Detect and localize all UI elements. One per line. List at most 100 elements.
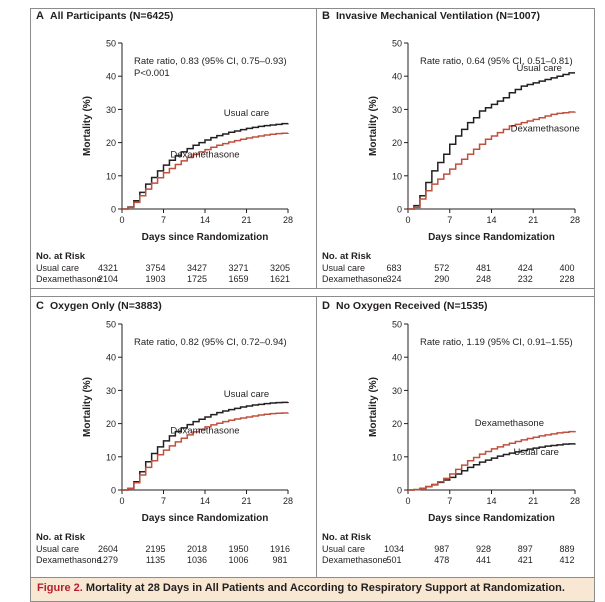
panel-d-x-tick-label: 7 xyxy=(447,496,452,506)
panel-a-at-risk-row-label: Dexamethasone xyxy=(36,274,102,284)
panel-a-series-dexamethasone xyxy=(122,132,289,210)
panel-a-x-tick-label: 21 xyxy=(241,215,251,225)
panel-b-at-risk-count: 232 xyxy=(518,274,533,284)
caption-label: Figure 2. xyxy=(37,582,83,594)
panel-a-y-tick-label: 10 xyxy=(106,171,116,181)
panel-c-y-tick-label: 10 xyxy=(106,452,116,462)
panel-b-y-tick-label: 50 xyxy=(392,39,402,49)
panel-d-y-tick-label: 10 xyxy=(392,452,402,462)
panel-c-at-risk-row-label: Dexamethasone xyxy=(36,555,102,565)
panel-d-at-risk-count: 412 xyxy=(559,555,574,565)
panel-divider-vertical xyxy=(316,8,317,288)
panel-a-at-risk-count: 1903 xyxy=(145,274,165,284)
caption-divider xyxy=(30,577,595,578)
panel-d-y-tick-label: 20 xyxy=(392,419,402,429)
panel-d-at-risk-count: 441 xyxy=(476,555,491,565)
panel-c-x-tick-label: 14 xyxy=(200,496,210,506)
panel-a-y-tick-label: 50 xyxy=(106,39,116,49)
figure-caption: Figure 2. Mortality at 28 Days in All Pa… xyxy=(31,578,594,601)
panel-c-y-tick-label: 0 xyxy=(111,486,116,496)
panel-b-at-risk-row-label: Dexamethasone xyxy=(322,274,388,284)
panel-c-at-risk-count: 1006 xyxy=(228,555,248,565)
panel-d-series-dexamethasone xyxy=(408,430,576,491)
panel-c-letter: C xyxy=(36,300,44,312)
panel-c-x-tick-label: 28 xyxy=(283,496,293,506)
panel-b-at-risk-count: 424 xyxy=(518,263,533,273)
panel-a-y-tick-label: 0 xyxy=(111,205,116,215)
panel-c-x-tick-label: 21 xyxy=(241,496,251,506)
panel-b-series-dexamethasone xyxy=(408,111,576,210)
panel-b-at-risk-row-label: Usual care xyxy=(322,263,365,273)
panel-a-at-risk-count: 3205 xyxy=(270,263,290,273)
panel-a-y-tick-label: 30 xyxy=(106,105,116,115)
panel-d-x-tick-label: 21 xyxy=(528,496,538,506)
panel-b-series-label-dexamethasone: Dexamethasone xyxy=(511,123,580,134)
panel-divider-horizontal-lower xyxy=(30,296,595,297)
panel-c-series-label-usual-care: Usual care xyxy=(224,389,269,400)
panel-b-at-risk-count: 572 xyxy=(434,263,449,273)
panel-d-at-risk-count: 421 xyxy=(518,555,533,565)
panel-b-at-risk-count: 481 xyxy=(476,263,491,273)
panel-c-at-risk-count: 2195 xyxy=(145,544,165,554)
panel-d-y-tick-label: 40 xyxy=(392,353,402,363)
panel-c-y-axis-label: Mortality (%) xyxy=(82,377,93,437)
panel-c-series-usual-care xyxy=(122,401,289,491)
panel-d-series-label-dexamethasone: Dexamethasone xyxy=(475,418,544,429)
panel-d-at-risk-count: 1034 xyxy=(384,544,404,554)
panel-a-annotation: P<0.001 xyxy=(134,68,170,79)
panel-b-at-risk-count: 400 xyxy=(559,263,574,273)
panel-d-annotation: Rate ratio, 1.19 (95% CI, 0.91–1.55) xyxy=(420,337,573,348)
panel-b-x-tick-label: 28 xyxy=(570,215,580,225)
panel-c-series-label-dexamethasone: Dexamethasone xyxy=(170,426,239,437)
panel-d-y-tick-label: 50 xyxy=(392,320,402,330)
panel-d-at-risk-row-label: Dexamethasone xyxy=(322,555,388,565)
panel-b-y-tick-label: 30 xyxy=(392,105,402,115)
panel-b-x-tick-label: 21 xyxy=(528,215,538,225)
panel-b-x-tick-label: 0 xyxy=(405,215,410,225)
panel-c-at-risk-count: 1916 xyxy=(270,544,290,554)
panel-c-at-risk-count: 2604 xyxy=(98,544,118,554)
panel-a-x-tick-label: 14 xyxy=(200,215,210,225)
panel-a-series-label-usual-care: Usual care xyxy=(224,108,269,119)
panel-d-x-axis-label: Days since Randomization xyxy=(428,513,555,524)
panel-d-x-tick-label: 28 xyxy=(570,496,580,506)
panel-d-at-risk-count: 897 xyxy=(518,544,533,554)
panel-a-at-risk-count: 4321 xyxy=(98,263,118,273)
panel-a-at-risk-row-label: Usual care xyxy=(36,263,79,273)
panel-c-at-risk-count: 1950 xyxy=(228,544,248,554)
panel-c-at-risk-count: 1036 xyxy=(187,555,207,565)
panel-d-at-risk-count: 478 xyxy=(434,555,449,565)
panel-d-at-risk-heading: No. at Risk xyxy=(322,532,372,543)
panel-a-y-tick-label: 40 xyxy=(106,72,116,82)
panel-a-letter: A xyxy=(36,10,44,22)
panel-d-x-tick-label: 14 xyxy=(486,496,496,506)
panel-d-at-risk-count: 501 xyxy=(386,555,401,565)
panel-c-series-dexamethasone xyxy=(122,412,289,491)
panel-b-x-axis-label: Days since Randomization xyxy=(428,232,555,243)
caption-text: Figure 2. Mortality at 28 Days in All Pa… xyxy=(37,582,565,594)
panel-divider-vertical-lower xyxy=(316,296,317,578)
panel-c-x-tick-label: 7 xyxy=(161,496,166,506)
panel-a-at-risk-count: 1659 xyxy=(228,274,248,284)
panel-b-y-tick-label: 10 xyxy=(392,171,402,181)
panel-a-y-tick-label: 20 xyxy=(106,138,116,148)
panel-a-at-risk-count: 3754 xyxy=(145,263,165,273)
panel-c-at-risk-heading: No. at Risk xyxy=(36,532,86,543)
panel-a-at-risk-count: 1621 xyxy=(270,274,290,284)
panel-c-y-tick-label: 30 xyxy=(106,386,116,396)
panel-b-at-risk-heading: No. at Risk xyxy=(322,251,372,262)
panel-a-x-axis-label: Days since Randomization xyxy=(142,232,269,243)
panel-a-at-risk-count: 2104 xyxy=(98,274,118,284)
panel-d-at-risk-count: 987 xyxy=(434,544,449,554)
panel-c-y-tick-label: 50 xyxy=(106,320,116,330)
panel-c-at-risk-row-label: Usual care xyxy=(36,544,79,554)
panel-b-letter: B xyxy=(322,10,330,22)
panel-d-at-risk-count: 889 xyxy=(559,544,574,554)
panel-a-series-label-dexamethasone: Dexamethasone xyxy=(170,150,239,161)
panel-c-y-tick-label: 20 xyxy=(106,419,116,429)
caption-title: Mortality at 28 Days in All Patients and… xyxy=(85,582,565,594)
panel-c-annotation: Rate ratio, 0.82 (95% CI, 0.72–0.94) xyxy=(134,337,287,348)
panel-c-at-risk-count: 2018 xyxy=(187,544,207,554)
panel-c-at-risk-count: 1279 xyxy=(98,555,118,565)
